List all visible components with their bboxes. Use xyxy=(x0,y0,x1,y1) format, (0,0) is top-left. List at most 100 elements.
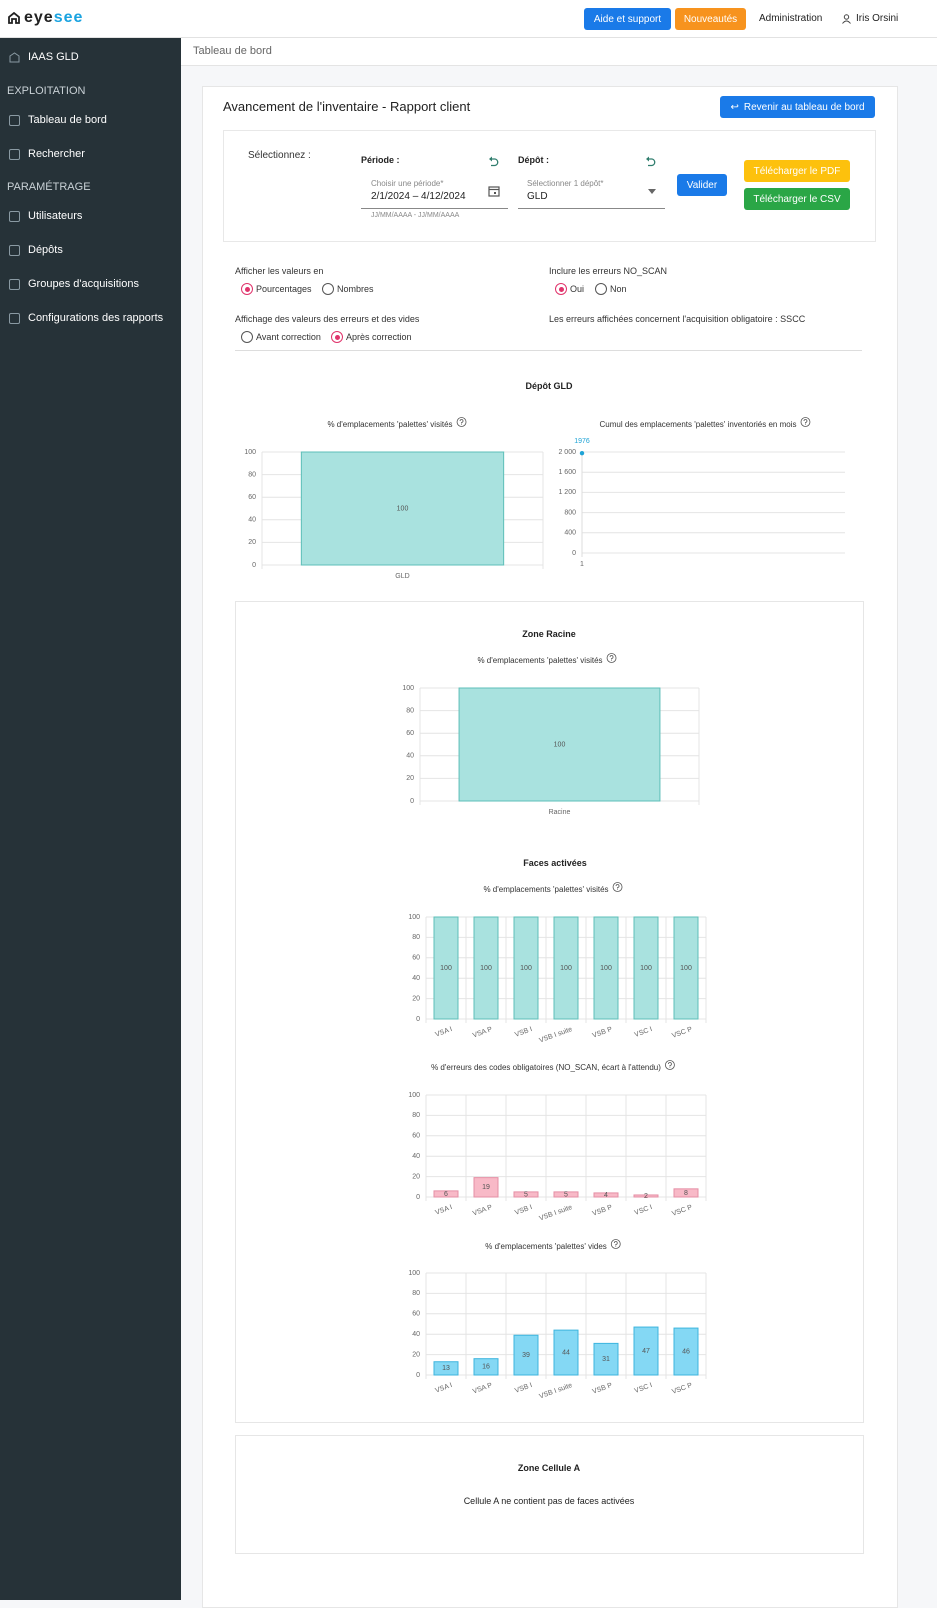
help-icon xyxy=(665,1060,675,1070)
bar xyxy=(300,451,505,566)
bar-value-label: 6 xyxy=(444,1191,448,1198)
bar-value-label: 100 xyxy=(520,965,532,972)
y-tick-label: 100 xyxy=(408,914,420,921)
help-button[interactable]: Aide et support xyxy=(584,8,671,30)
radio[interactable] xyxy=(241,283,253,295)
chart-title: % d'emplacements 'palettes' visités xyxy=(327,420,452,429)
chart-title: % d'emplacements 'palettes' vides xyxy=(485,1242,607,1251)
dropdown-arrow[interactable] xyxy=(648,189,656,194)
x-tick-label: VSA I xyxy=(434,1382,453,1395)
sidebar-item[interactable]: Tableau de bord xyxy=(28,114,107,126)
sidebar-section: PARAMÉTRAGE xyxy=(7,181,91,193)
sidebar-item[interactable]: Dépôts xyxy=(28,244,63,256)
user-name[interactable]: Iris Orsini xyxy=(856,13,899,24)
sidebar-section: EXPLOITATION xyxy=(7,85,86,97)
bar xyxy=(433,916,459,1020)
y-tick-label: 80 xyxy=(248,471,256,478)
x-tick-label: VSB I suite xyxy=(538,1026,573,1044)
radio[interactable] xyxy=(241,331,253,343)
reset-icon[interactable] xyxy=(488,156,500,167)
radio-label[interactable]: Avant correction xyxy=(256,332,321,342)
bar-value-label: 100 xyxy=(600,965,612,972)
period-value[interactable]: 2/1/2024 – 4/12/2024 xyxy=(371,191,466,202)
y-tick-label: 40 xyxy=(412,1153,420,1160)
y-tick-label: 2 000 xyxy=(558,449,576,456)
pdf-button[interactable]: Télécharger le PDF xyxy=(744,160,850,182)
sidebar-item[interactable]: Groupes d'acquisitions xyxy=(28,278,139,290)
radio-label[interactable]: Non xyxy=(610,284,627,294)
site-name[interactable]: IAAS GLD xyxy=(28,51,79,63)
x-tick-label: VSC I xyxy=(634,1204,654,1217)
sidebar-item[interactable]: Rechercher xyxy=(28,148,85,160)
x-tick-label: VSC P xyxy=(671,1382,693,1396)
bar-value-label: 16 xyxy=(482,1364,490,1371)
chart-title: % d'emplacements 'palettes' visités xyxy=(483,885,608,894)
x-tick-label: VSC P xyxy=(671,1204,693,1218)
x-tick-label: VSB P xyxy=(592,1204,614,1218)
radio[interactable] xyxy=(555,283,567,295)
radio-label[interactable]: Nombres xyxy=(337,284,374,294)
bar xyxy=(673,916,699,1020)
bar xyxy=(473,1358,499,1376)
y-tick-label: 800 xyxy=(564,509,576,516)
x-tick-label: VSB I suite xyxy=(538,1204,573,1222)
x-tick-label: VSB P xyxy=(592,1026,614,1040)
bar-value-label: 39 xyxy=(522,1352,530,1359)
back-button[interactable]: ↩ Revenir au tableau de bord xyxy=(720,96,875,118)
bar xyxy=(673,1327,699,1376)
x-tick-label: VSB I suite xyxy=(538,1382,573,1400)
admin-link[interactable]: Administration xyxy=(759,13,823,24)
sidebar-icon xyxy=(9,245,20,256)
input-underline xyxy=(518,208,665,209)
radio[interactable] xyxy=(331,331,343,343)
help-icon xyxy=(610,1239,621,1249)
radio-label[interactable]: Oui xyxy=(570,284,585,294)
sidebar-icon xyxy=(9,313,20,324)
help-icon-mark xyxy=(459,419,464,425)
section-title: Dépôt GLD xyxy=(525,381,573,391)
y-tick-label: 20 xyxy=(406,775,414,782)
bar-value-label: 31 xyxy=(602,1356,610,1363)
radio[interactable] xyxy=(595,283,607,295)
note: Les erreurs affichées concernent l'acqui… xyxy=(549,314,806,324)
bar xyxy=(673,1188,699,1198)
y-tick-label: 0 xyxy=(416,1194,420,1201)
radio-label[interactable]: Pourcentages xyxy=(256,284,312,294)
chart: % d'emplacements 'palettes' visités 0 20 40… xyxy=(244,417,544,580)
help-icon-mark xyxy=(609,655,614,661)
bar-value-label: 100 xyxy=(554,741,566,748)
x-tick-label: VSA P xyxy=(472,1026,494,1040)
bar xyxy=(553,1329,579,1376)
bar-value-label: 13 xyxy=(442,1365,450,1372)
sidebar-icon xyxy=(9,115,20,126)
help-icon-mark xyxy=(613,1241,618,1247)
validate-button[interactable]: Valider xyxy=(677,174,727,196)
sidebar-icon xyxy=(9,279,20,290)
radio-label[interactable]: Après correction xyxy=(346,332,412,342)
help-icon xyxy=(606,653,617,663)
y-tick-label: 400 xyxy=(564,530,576,537)
user-icon xyxy=(842,14,851,24)
bar xyxy=(553,916,579,1020)
reset-icon[interactable] xyxy=(645,156,657,167)
help-icon-mark xyxy=(668,1062,672,1068)
csv-button[interactable]: Télécharger le CSV xyxy=(744,188,850,210)
input-underline xyxy=(361,208,508,209)
bar-value-label: 100 xyxy=(680,965,692,972)
depot-value[interactable]: GLD xyxy=(527,191,548,202)
bar-value-label: 100 xyxy=(560,965,572,972)
x-tick-label: Racine xyxy=(549,809,571,816)
sidebar-item[interactable]: Utilisateurs xyxy=(28,210,83,222)
zone-box xyxy=(235,1435,864,1554)
sidebar-item[interactable]: Configurations des rapports xyxy=(28,312,164,324)
y-tick-label: 20 xyxy=(412,1173,420,1180)
calendar-icon[interactable] xyxy=(488,185,500,197)
top-bar: eyesee Aide et support Nouveautés Admini… xyxy=(0,0,937,38)
bar xyxy=(473,916,499,1020)
radio[interactable] xyxy=(322,283,334,295)
chart-title: Cumul des emplacements 'palettes' invent… xyxy=(600,420,797,429)
logo-part: see xyxy=(53,9,84,26)
news-button[interactable]: Nouveautés xyxy=(675,8,746,30)
logo-part: eye xyxy=(24,9,54,26)
